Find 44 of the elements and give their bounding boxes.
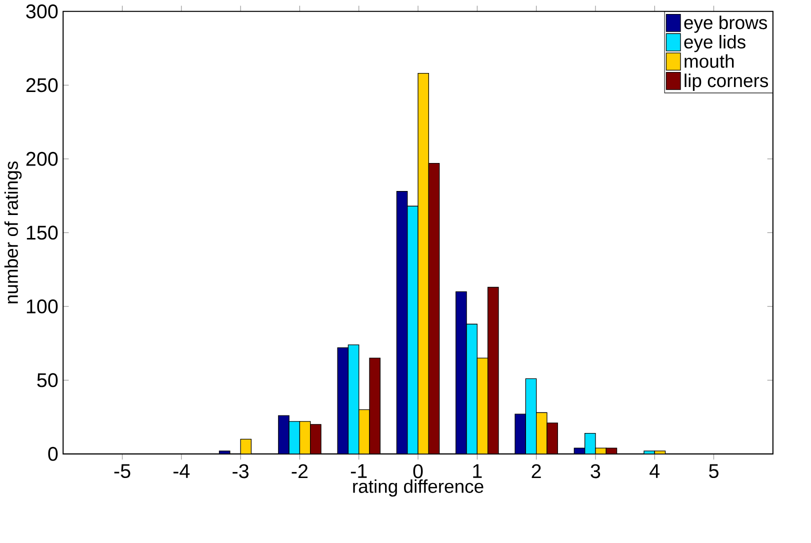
bar [476, 358, 488, 454]
bar [546, 422, 558, 454]
y-tick-label: 0 [48, 446, 58, 461]
x-tick-label: 0 [413, 464, 423, 478]
y-axis-title: number of ratings [4, 161, 22, 304]
bar [288, 421, 300, 454]
y-tick-label: 200 [26, 152, 58, 166]
bar [358, 409, 370, 454]
bar [299, 421, 311, 454]
legend-label: eye brows [684, 16, 767, 33]
bar [337, 347, 349, 454]
x-tick-label: -5 [114, 464, 130, 478]
bar [310, 424, 322, 454]
bar [525, 378, 537, 454]
x-tick-label: -3 [232, 464, 249, 478]
x-tick-label: 1 [473, 464, 482, 478]
y-tick-label: 100 [26, 299, 58, 314]
x-tick-label: -1 [350, 464, 367, 478]
x-tick-label: 2 [532, 464, 541, 478]
y-tick-label: 300 [26, 4, 58, 18]
legend-label: lip corners [684, 74, 768, 91]
bar [584, 432, 596, 454]
y-tick-label: 250 [26, 78, 58, 92]
x-tick-label: -2 [292, 464, 308, 478]
x-tick-label: 3 [590, 464, 600, 478]
bar [418, 72, 430, 454]
bar [348, 344, 360, 454]
x-tick-label: -4 [173, 464, 190, 478]
legend-label: eye lids [684, 34, 746, 52]
bar [369, 358, 380, 454]
y-tick-label: 150 [26, 226, 58, 240]
y-tick-label: 50 [37, 373, 58, 388]
x-tick-label: 5 [709, 464, 718, 478]
bar [428, 162, 440, 454]
legend-label: mouth [684, 54, 734, 68]
bar [456, 291, 467, 454]
bar [487, 286, 499, 454]
bar [466, 324, 478, 454]
x-axis-title: rating difference [353, 479, 484, 497]
bar [514, 414, 526, 454]
x-tick-label: 4 [650, 464, 660, 478]
bar [396, 190, 408, 454]
bar [536, 412, 548, 454]
bar [407, 206, 418, 454]
